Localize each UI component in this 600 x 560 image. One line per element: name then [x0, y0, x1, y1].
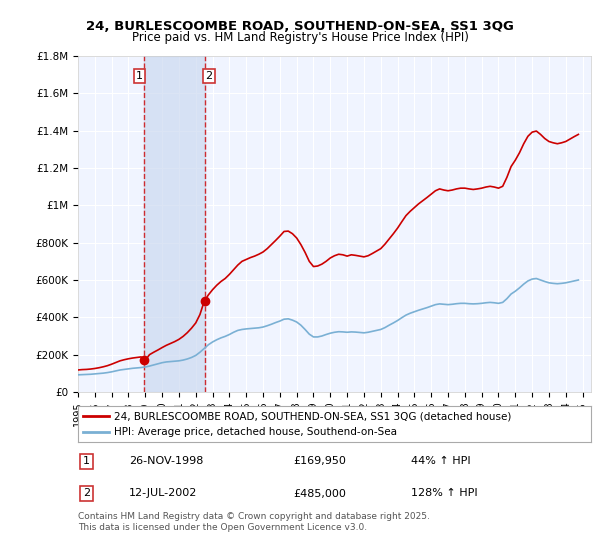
Text: Contains HM Land Registry data © Crown copyright and database right 2025.
This d: Contains HM Land Registry data © Crown c… [78, 512, 430, 532]
Text: Price paid vs. HM Land Registry's House Price Index (HPI): Price paid vs. HM Land Registry's House … [131, 31, 469, 44]
Text: 24, BURLESCOOMBE ROAD, SOUTHEND-ON-SEA, SS1 3QG: 24, BURLESCOOMBE ROAD, SOUTHEND-ON-SEA, … [86, 20, 514, 32]
Text: £169,950: £169,950 [293, 456, 346, 466]
Text: 24, BURLESCOOMBE ROAD, SOUTHEND-ON-SEA, SS1 3QG (detached house): 24, BURLESCOOMBE ROAD, SOUTHEND-ON-SEA, … [114, 411, 511, 421]
Text: 44% ↑ HPI: 44% ↑ HPI [412, 456, 471, 466]
Bar [143, 56, 205, 392]
Text: 2: 2 [83, 488, 90, 498]
Text: 128% ↑ HPI: 128% ↑ HPI [412, 488, 478, 498]
Text: 2: 2 [205, 71, 212, 81]
Text: 1: 1 [83, 456, 90, 466]
Text: 26-NOV-1998: 26-NOV-1998 [130, 456, 203, 466]
Text: 12-JUL-2002: 12-JUL-2002 [130, 488, 197, 498]
Text: HPI: Average price, detached house, Southend-on-Sea: HPI: Average price, detached house, Sout… [114, 427, 397, 437]
Text: 1: 1 [136, 71, 143, 81]
Text: £485,000: £485,000 [293, 488, 346, 498]
